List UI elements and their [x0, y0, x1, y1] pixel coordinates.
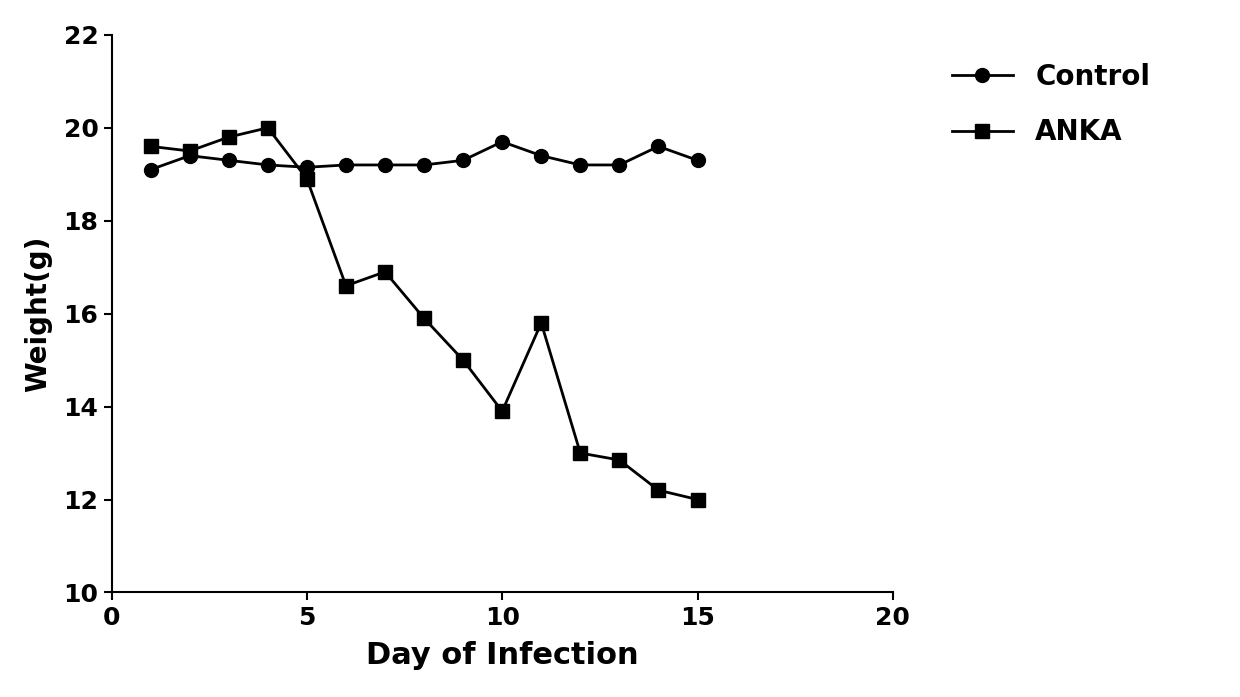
ANKA — [299, 175, 314, 183]
Control — [221, 156, 236, 164]
ANKA — [533, 319, 548, 327]
Legend: Control, ANKA: Control, ANKA — [937, 49, 1164, 160]
ANKA — [260, 123, 275, 132]
ANKA — [495, 407, 510, 415]
Control — [339, 161, 353, 169]
Control — [456, 156, 471, 164]
Control — [613, 161, 626, 169]
Control — [377, 161, 392, 169]
Control — [299, 163, 314, 171]
ANKA — [339, 282, 353, 290]
Control — [182, 151, 197, 160]
ANKA — [573, 449, 588, 457]
Control — [495, 137, 510, 146]
Control — [143, 165, 159, 174]
ANKA — [221, 133, 236, 141]
ANKA — [417, 314, 432, 323]
ANKA — [613, 456, 626, 464]
ANKA — [651, 486, 666, 494]
Y-axis label: Weight(g): Weight(g) — [25, 236, 52, 392]
ANKA — [691, 496, 706, 504]
Control — [533, 151, 548, 160]
ANKA — [143, 142, 159, 151]
ANKA — [456, 356, 471, 365]
Control — [573, 161, 588, 169]
Line: Control: Control — [144, 135, 704, 176]
Control — [651, 142, 666, 151]
Control — [417, 161, 432, 169]
Line: ANKA: ANKA — [144, 121, 704, 507]
ANKA — [377, 268, 392, 276]
Control — [260, 161, 275, 169]
X-axis label: Day of Infection: Day of Infection — [366, 641, 639, 670]
Control — [691, 156, 706, 164]
ANKA — [182, 147, 197, 155]
